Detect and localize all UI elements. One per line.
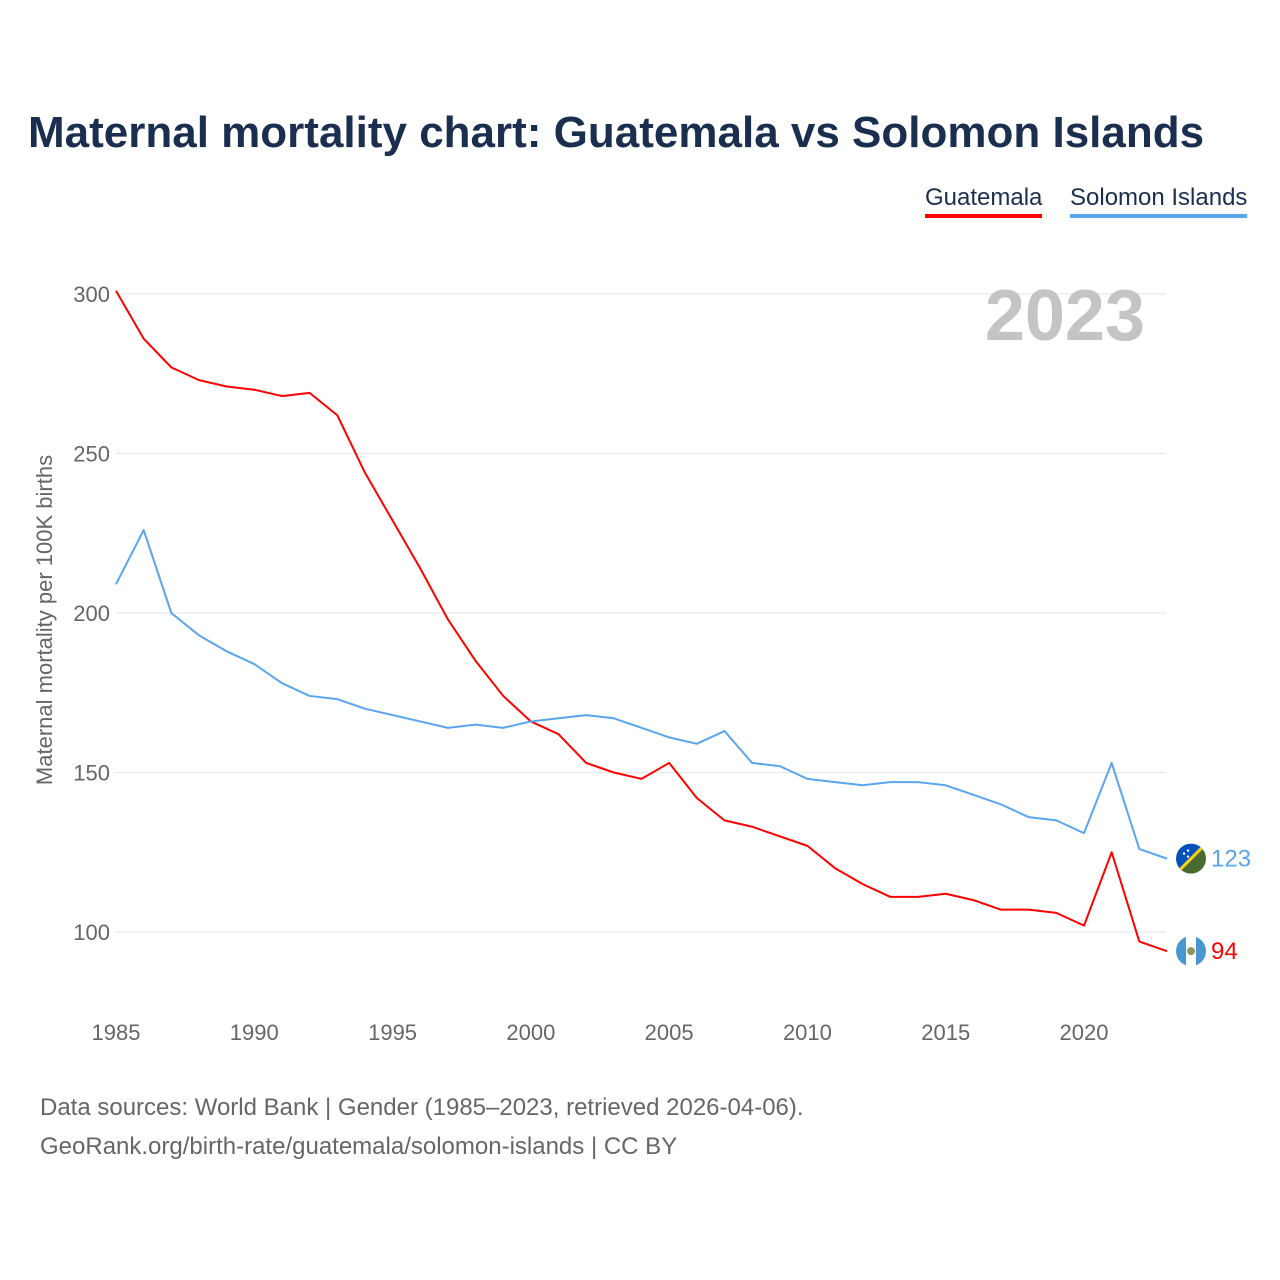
series-line-guatemala [115,290,1168,953]
end-value-label: 123 [1211,846,1251,873]
x-tick-label: 1990 [230,1020,279,1045]
year-label: 2023 [985,276,1145,356]
footer: Data sources: World Bank | Gender (1985–… [40,1088,804,1166]
x-tick-label: 2000 [506,1020,555,1045]
end-value-label: 94 [1211,938,1238,965]
x-tick-label: 2005 [645,1020,694,1045]
legend-solomon-islands[interactable]: Solomon Islands [1070,184,1248,218]
y-tick-label: 200 [73,601,110,626]
y-axis-label: Maternal mortality per 100K births [32,455,57,785]
y-tick-label: 150 [73,761,110,786]
guatemala-flag-icon [1176,936,1206,967]
x-tick-label: 2015 [921,1020,970,1045]
y-tick-label: 300 [73,282,110,307]
footer-link[interactable]: GeoRank.org/birth-rate/guatemala/solomon… [40,1133,678,1160]
x-tick-label: 2010 [783,1020,832,1045]
solomon-islands-flag-icon [1176,843,1206,874]
x-tick-label: 1995 [368,1020,417,1045]
footer-sources: Data sources: World Bank | Gender (1985–… [40,1094,804,1121]
x-tick-label: 2020 [1060,1020,1109,1045]
y-tick-label: 100 [73,920,110,945]
legend-guatemala[interactable]: Guatemala [925,184,1043,218]
x-tick-label: 1985 [92,1020,141,1045]
series-line-solomon-islands [115,529,1168,860]
chart-title: Maternal mortality chart: Guatemala vs S… [28,108,1205,157]
y-tick-label: 250 [73,442,110,467]
